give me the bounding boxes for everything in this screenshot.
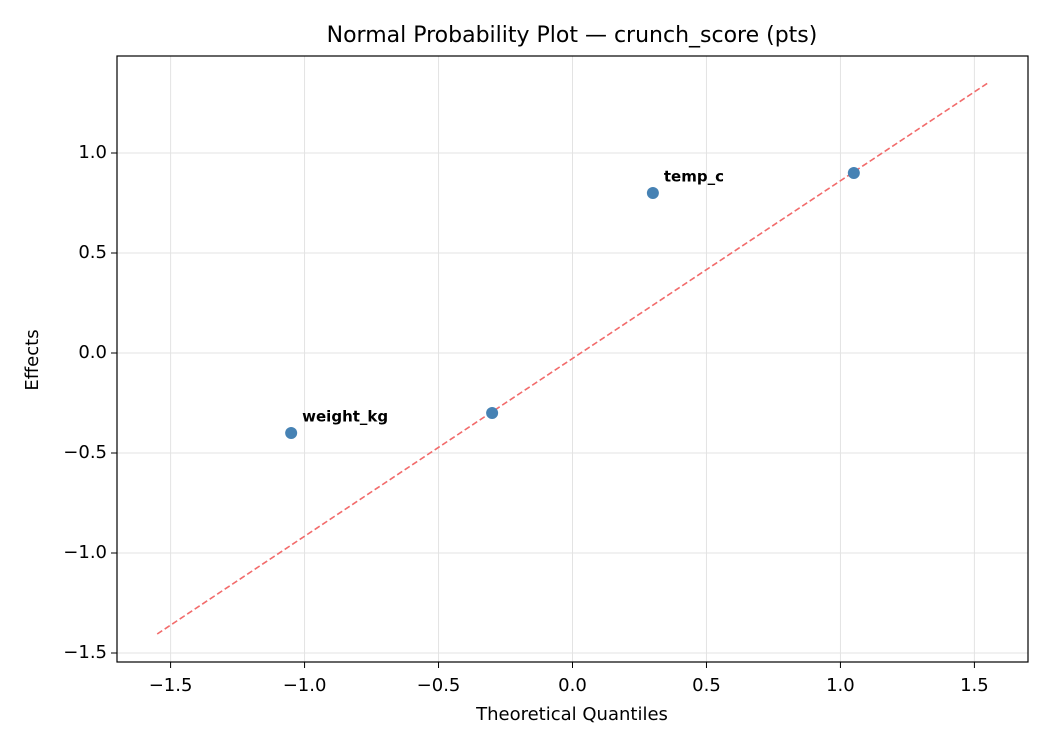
y-tick-label: −1.5 xyxy=(63,642,107,663)
x-tick-label: −0.5 xyxy=(417,675,461,696)
y-tick-label: 1.0 xyxy=(78,142,107,163)
point xyxy=(486,407,499,419)
x-tick-label: 0.5 xyxy=(692,675,721,696)
x-tick-label: 1.5 xyxy=(960,675,989,696)
x-tick-label: −1.5 xyxy=(149,675,193,696)
y-axis-label: Effects xyxy=(22,329,43,390)
y-tick-label: 0.0 xyxy=(78,342,107,363)
x-axis-label: Theoretical Quantiles xyxy=(475,704,668,725)
x-tick-label: −1.0 xyxy=(283,675,327,696)
point-label: weight_kg xyxy=(302,408,388,426)
x-tick-label: 0.0 xyxy=(558,675,587,696)
y-tick-label: 0.5 xyxy=(78,242,107,263)
y-tick-label: −1.0 xyxy=(63,542,107,563)
point xyxy=(847,167,860,179)
point-label: temp_c xyxy=(664,168,724,186)
chart-title: Normal Probability Plot — crunch_score (… xyxy=(327,23,818,48)
point xyxy=(646,187,659,199)
plot-frame xyxy=(116,55,1029,663)
x-tick-label: 1.0 xyxy=(826,675,855,696)
point xyxy=(285,427,298,439)
y-tick-label: −0.5 xyxy=(63,442,107,463)
